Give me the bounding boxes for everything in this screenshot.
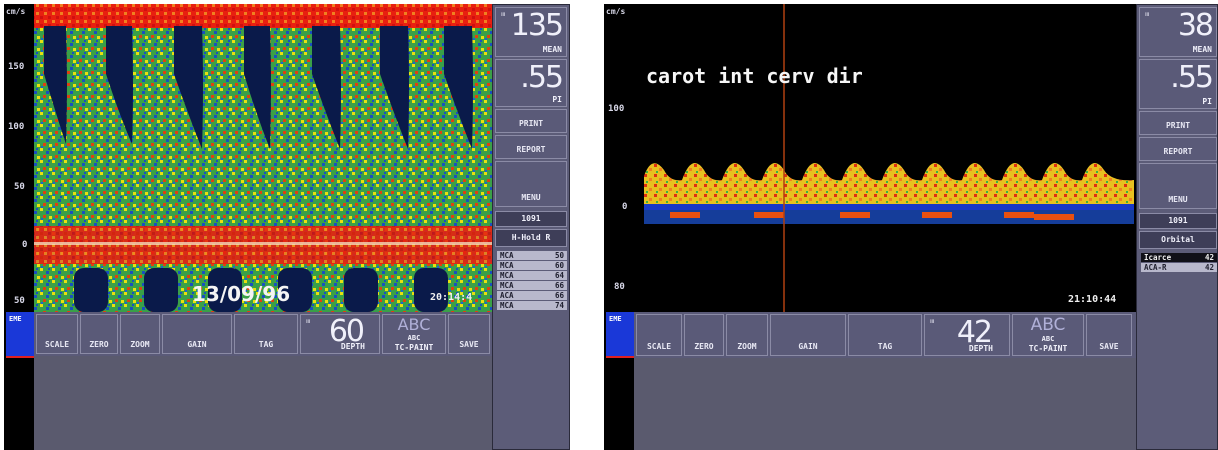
tc-paint-button[interactable]: ABC ABC TC-PAINT (1012, 314, 1084, 356)
vessel-list-item[interactable]: Icarce 42 (1141, 253, 1217, 262)
depth-label: DEPTH (968, 344, 993, 353)
axis-unit: cm/s (606, 7, 626, 16)
toolbar-right: SCALE ZERO ZOOM GAIN TAG ≡ 42 DEPTH ABC … (634, 312, 1136, 358)
mean-value: 135 (510, 8, 564, 43)
pi-box: .55 PI (1139, 59, 1217, 109)
depth-mode-icon: ≡ (928, 319, 936, 324)
doppler-screen-left: cm/s 150 100 50 0 50 13/09/96 20:14:4 ≡ … (4, 4, 570, 450)
axis-tick: 100 (608, 104, 625, 114)
report-button[interactable]: REPORT (495, 135, 567, 159)
depth-label: DEPTH (340, 342, 365, 351)
id-code: 1091 (1139, 213, 1217, 229)
vessel-list-item[interactable]: MCA 66 (497, 281, 567, 290)
print-button[interactable]: PRINT (1139, 111, 1217, 135)
mean-value: 38 (1177, 8, 1214, 43)
axis-tick: 0 (22, 240, 28, 250)
zoom-button[interactable]: ZOOM (120, 314, 160, 354)
pi-value: .55 (1170, 60, 1214, 95)
lower-area-right (634, 358, 1136, 450)
axis-unit: cm/s (6, 7, 26, 16)
depth-box[interactable]: ≡ 42 DEPTH (924, 314, 1010, 356)
mean-mode-icon: ≡ (499, 12, 507, 17)
toolbar-left: SCALE ZERO ZOOM GAIN TAG ≡ 60 DEPTH ABC … (34, 312, 492, 356)
tag-button[interactable]: TAG (234, 314, 298, 354)
report-button[interactable]: REPORT (1139, 137, 1217, 161)
save-button[interactable]: SAVE (1086, 314, 1132, 356)
axis-tick: 150 (8, 62, 25, 72)
axis-tick: 100 (8, 122, 25, 132)
axis-tick: 50 (14, 182, 25, 192)
depth-value: 42 (956, 315, 993, 350)
mean-mode-icon: ≡ (1143, 12, 1151, 17)
eme-button[interactable]: EME (6, 312, 34, 356)
vessel-list-item[interactable]: MCA 50 (497, 251, 567, 260)
paint-small-text: ABC (407, 334, 421, 342)
gain-button[interactable]: GAIN (162, 314, 232, 354)
probe-selector[interactable]: H-Hold R (495, 229, 567, 247)
side-panel-left: ≡ 135 MEAN .55 PI PRINT REPORT MENU 1091… (492, 4, 570, 450)
zero-button[interactable]: ZERO (80, 314, 118, 354)
axis-tick: 0 (622, 202, 628, 212)
mean-velocity-box: ≡ 135 MEAN (495, 7, 567, 57)
mean-label: MEAN (1192, 45, 1212, 54)
paint-big-text: ABC (397, 315, 431, 334)
eme-button[interactable]: EME (606, 312, 634, 356)
vessel-list-item[interactable]: MCA 74 (497, 301, 567, 310)
axis-tick: 80 (614, 282, 625, 292)
zero-button[interactable]: ZERO (684, 314, 724, 356)
vessel-list-item[interactable]: ACA-R 42 (1141, 263, 1217, 272)
date-stamp: 13/09/96 (192, 282, 291, 306)
depth-value: 60 (328, 314, 365, 349)
paint-label: TC-PAINT (394, 343, 434, 352)
zoom-button[interactable]: ZOOM (726, 314, 768, 356)
menu-button[interactable]: MENU (1139, 163, 1217, 209)
doppler-screen-right: cm/s 100 0 80 carot int cerv dir 21:10:4… (604, 4, 1218, 450)
timestamp: 20:14:4 (430, 292, 473, 303)
pi-box: .55 PI (495, 59, 567, 107)
spectrum-plot-left: cm/s 150 100 50 0 50 13/09/96 20:14:4 (4, 4, 492, 312)
spectrum-plot-right: cm/s 100 0 80 carot int cerv dir 21:10:4… (604, 4, 1138, 312)
save-button[interactable]: SAVE (448, 314, 490, 354)
divider (6, 356, 34, 358)
scale-button[interactable]: SCALE (636, 314, 682, 356)
menu-button[interactable]: MENU (495, 161, 567, 207)
divider (606, 356, 634, 358)
gain-button[interactable]: GAIN (770, 314, 846, 356)
mean-velocity-box: ≡ 38 MEAN (1139, 7, 1217, 57)
pi-label: PI (1202, 97, 1212, 106)
mean-label: MEAN (542, 45, 562, 54)
screen-gap (570, 0, 604, 450)
paint-small-text: ABC (1041, 335, 1055, 343)
vessel-list-item[interactable]: MCA 60 (497, 261, 567, 270)
vessel-list-item[interactable]: MCA 64 (497, 271, 567, 280)
pi-label: PI (552, 95, 562, 104)
depth-mode-icon: ≡ (304, 319, 312, 324)
lower-area-left (34, 356, 492, 450)
tc-paint-button[interactable]: ABC ABC TC-PAINT (382, 314, 446, 354)
paint-label: TC-PAINT (1028, 344, 1068, 353)
depth-box[interactable]: ≡ 60 DEPTH (300, 314, 380, 354)
vessel-name-label: carot int cerv dir (646, 64, 863, 88)
vessel-list-item[interactable]: ACA 66 (497, 291, 567, 300)
timestamp: 21:10:44 (1068, 294, 1117, 305)
id-code: 1091 (495, 211, 567, 227)
paint-big-text: ABC (1030, 315, 1066, 335)
side-panel-right: ≡ 38 MEAN .55 PI PRINT REPORT MENU 1091 … (1136, 4, 1218, 450)
scale-button[interactable]: SCALE (36, 314, 78, 354)
probe-selector[interactable]: Orbital (1139, 231, 1217, 249)
tag-button[interactable]: TAG (848, 314, 922, 356)
print-button[interactable]: PRINT (495, 109, 567, 133)
axis-tick: 50 (14, 296, 25, 306)
pi-value: .55 (520, 60, 564, 95)
